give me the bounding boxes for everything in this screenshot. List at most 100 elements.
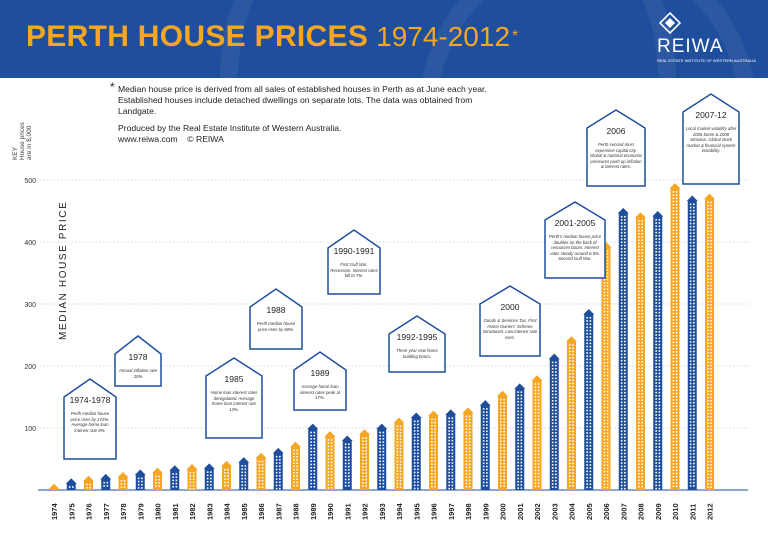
bar-window (586, 448, 588, 450)
bar-window (641, 396, 643, 398)
bar-window (710, 380, 712, 383)
bar-window (603, 371, 606, 374)
bar-window (500, 411, 502, 414)
bar-window (586, 432, 588, 434)
bar-window (658, 449, 661, 451)
bar-window (707, 387, 709, 389)
bar-window (624, 263, 626, 266)
bar-window (413, 481, 416, 483)
bar-window (468, 425, 471, 427)
bar-window (675, 335, 678, 337)
bar-window (603, 435, 606, 438)
bar-window (503, 402, 505, 404)
bar-window (638, 309, 640, 312)
bar-window (330, 439, 333, 441)
bar-window (689, 213, 692, 215)
bar-window (620, 452, 623, 455)
bar-window (603, 310, 606, 313)
bar-window (327, 458, 330, 460)
bar-window (537, 472, 540, 475)
bar-window (500, 450, 502, 452)
bar-window (689, 385, 692, 388)
bar-window (689, 232, 692, 234)
bar-window (362, 475, 364, 478)
bar-window (672, 322, 675, 324)
bar-window (710, 480, 712, 482)
bar-window (482, 414, 485, 417)
bar-window (586, 352, 588, 354)
bar-window (327, 471, 330, 473)
bar-window (606, 448, 609, 450)
bar-window (675, 283, 678, 286)
bar-window (551, 451, 554, 453)
bar-window (555, 460, 557, 463)
bar-window (413, 452, 416, 455)
bar-window (448, 427, 450, 429)
bar-2000 (498, 395, 507, 490)
bar-window (689, 469, 692, 471)
bar-window (710, 412, 712, 415)
bar-window (710, 435, 712, 437)
bar-window (551, 480, 554, 482)
bar-window (624, 411, 626, 413)
bar-window (655, 219, 657, 221)
bar-window (620, 260, 623, 263)
bar-window (675, 261, 678, 264)
callout-1992-1995: 1992-1995 Three year new home building bo… (391, 332, 443, 359)
bar-window (693, 238, 695, 241)
bar-window (620, 286, 623, 288)
bar-window (569, 353, 571, 356)
bar-window (227, 478, 229, 481)
x-tick-label: 2001 (516, 503, 525, 520)
bar-window (103, 481, 105, 484)
bar-window (589, 323, 592, 325)
bar-window (638, 255, 640, 258)
bar-window (310, 466, 312, 469)
bar-window (675, 216, 678, 219)
bar-window (137, 487, 140, 489)
bar-window (468, 421, 471, 424)
bar-window (707, 278, 709, 281)
bar-1992 (360, 434, 369, 490)
bar-window (655, 324, 657, 327)
bar-window (482, 472, 485, 474)
bar-window (569, 392, 571, 394)
bar-window (310, 463, 312, 466)
bar-window (624, 235, 626, 237)
bar-window (707, 281, 709, 284)
bar-roof (514, 383, 526, 389)
bar-window (620, 340, 623, 343)
bar-window (348, 465, 350, 468)
bar-window (537, 476, 540, 478)
bar-window (689, 424, 692, 426)
bar-window (641, 345, 643, 347)
bar-window (572, 363, 574, 366)
bar-window (638, 418, 640, 421)
bar-window (413, 439, 416, 442)
bar-window (655, 302, 657, 304)
bar-window (603, 486, 606, 489)
bar-window (486, 472, 488, 474)
bar-window (431, 425, 433, 427)
bar-window (689, 206, 692, 209)
bar-window (586, 473, 588, 476)
bar-window (710, 204, 712, 207)
bar-window (672, 472, 675, 475)
bar-window (468, 482, 471, 485)
bar-window (293, 478, 295, 481)
bar-window (603, 368, 606, 370)
bar-window (362, 485, 364, 487)
bar-window (589, 409, 592, 412)
bar-window (689, 475, 692, 478)
bar-window (327, 474, 330, 476)
bar-1983 (204, 468, 214, 490)
bar-window (710, 326, 712, 329)
bar-window (344, 449, 347, 452)
bar-window (555, 473, 557, 476)
bar-window (672, 213, 675, 216)
bar-window (707, 227, 709, 229)
bar-window (537, 415, 540, 417)
bar-window (638, 300, 640, 302)
bar-window (606, 266, 609, 268)
